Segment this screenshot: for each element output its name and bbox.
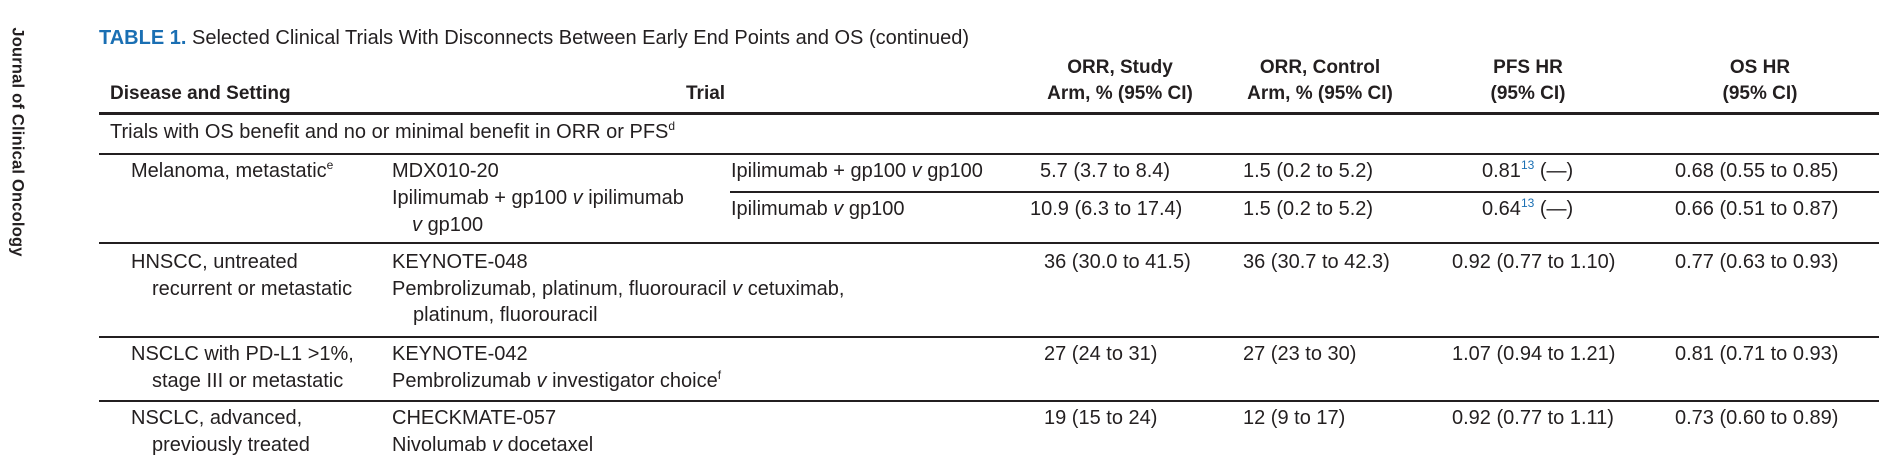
hnscc-arms-line1: Pembrolizumab, platinum, fluorouracil v … [392, 276, 844, 303]
hnscc-arms-v: v [732, 278, 743, 300]
melanoma-sub1-os: 0.68 (0.55 to 0.85) [1675, 160, 1839, 182]
hnscc-pfs: 0.92 (0.77 to 1.10) [1452, 251, 1616, 273]
nsclc-adv-disease-line1: NSCLC, advanced, [131, 407, 303, 429]
nsclc-pdl1-orr-control: 27 (23 to 30) [1243, 343, 1357, 365]
melanoma-sub1-comp-v: v [911, 160, 922, 182]
table-caption: TABLE 1. Selected Clinical Trials With D… [99, 27, 969, 50]
melanoma-disease-sup: e [326, 158, 334, 172]
melanoma-sub2-pfs: 0.6413 (—) [1482, 196, 1573, 225]
melanoma-sub2-pfs-value: 0.64 [1482, 198, 1521, 220]
melanoma-sub2-pfs-ref[interactable]: 13 [1520, 196, 1535, 210]
melanoma-sub1-orr-study: 5.7 (3.7 to 8.4) [1040, 160, 1171, 182]
header-os: OS HR (95% CI) [1690, 55, 1830, 107]
melanoma-sub2-orr-control: 1.5 (0.2 to 5.2) [1243, 198, 1374, 220]
melanoma-arms-c: gp100 [427, 214, 484, 236]
header-os-line2: (95% CI) [1722, 83, 1798, 104]
nsclc-pdl1-arms-sup: f [717, 368, 722, 382]
melanoma-arms-b: ipilimumab [588, 187, 684, 209]
melanoma-sub1-pfs-value: 0.81 [1482, 160, 1521, 182]
melanoma-disease-text: Melanoma, metastatic [131, 160, 327, 182]
journal-side-label: Journal of Clinical Oncology [2, 22, 32, 262]
journal-name: Journal of Clinical Oncology [8, 27, 27, 257]
row-rule-3 [99, 400, 1879, 402]
melanoma-disease: Melanoma, metastatice [131, 158, 333, 187]
nsclc-adv-arms-a: Nivolumab [392, 434, 487, 456]
nsclc-adv-orr-study: 19 (15 to 24) [1044, 407, 1158, 429]
header-orr-study: ORR, Study Arm, % (95% CI) [1030, 55, 1210, 107]
melanoma-sub2-comp-b: gp100 [848, 198, 905, 220]
nsclc-adv-os: 0.73 (0.60 to 0.89) [1675, 407, 1839, 429]
melanoma-subrow-rule [730, 191, 1879, 193]
nsclc-adv-pfs: 0.92 (0.77 to 1.11) [1452, 407, 1614, 429]
melanoma-sub1-comparison: Ipilimumab + gp100 v gp100 [731, 158, 983, 185]
section-heading-text: Trials with OS benefit and no or minimal… [110, 121, 669, 143]
nsclc-pdl1-arms: Pembrolizumab v investigator choicef [392, 368, 721, 397]
table-label: TABLE 1. [99, 27, 187, 49]
nsclc-adv-disease-line2: previously treated [152, 434, 310, 456]
melanoma-sub2-pfs-ci: (—) [1539, 198, 1574, 220]
header-rule [99, 112, 1879, 115]
nsclc-pdl1-pfs: 1.07 (0.94 to 1.21) [1452, 343, 1616, 365]
nsclc-pdl1-orr-study: 27 (24 to 31) [1044, 343, 1158, 365]
melanoma-sub1-comp-a: Ipilimumab + gp100 [731, 160, 907, 182]
melanoma-sub1-pfs: 0.8113 (—) [1482, 158, 1573, 187]
nsclc-pdl1-os: 0.81 (0.71 to 0.93) [1675, 343, 1839, 365]
melanoma-arms-a: Ipilimumab + gp100 [392, 187, 568, 209]
section-rule [99, 153, 1879, 155]
hnscc-disease-line2: recurrent or metastatic [152, 278, 353, 300]
caption-text: Selected Clinical Trials With Disconnect… [191, 27, 970, 49]
header-orr-study-line2: Arm, % (95% CI) [1047, 83, 1193, 104]
nsclc-adv-orr-control: 12 (9 to 17) [1243, 407, 1346, 429]
hnscc-arms-line2: platinum, fluorouracil [413, 304, 598, 326]
melanoma-sub1-pfs-ci: (—) [1539, 160, 1574, 182]
header-os-line1: OS HR [1729, 57, 1791, 78]
hnscc-orr-control: 36 (30.7 to 42.3) [1243, 251, 1390, 273]
header-orr-control: ORR, Control Arm, % (95% CI) [1230, 55, 1410, 107]
section-heading-sup: d [668, 119, 676, 133]
hnscc-arms-b: cetuximab, [747, 278, 845, 300]
header-orr-control-line2: Arm, % (95% CI) [1247, 83, 1393, 104]
melanoma-sub2-comp-v: v [833, 198, 844, 220]
melanoma-sub1-comp-b: gp100 [927, 160, 983, 182]
header-trial: Trial [686, 83, 726, 104]
melanoma-arms-line2: v gp100 [412, 212, 483, 239]
hnscc-trial-name: KEYNOTE-048 [392, 251, 528, 273]
header-pfs-line2: (95% CI) [1490, 83, 1566, 104]
row-rule-2 [99, 336, 1879, 338]
nsclc-pdl1-disease-line2: stage III or metastatic [152, 370, 344, 392]
melanoma-sub1-orr-control: 1.5 (0.2 to 5.2) [1243, 160, 1374, 182]
melanoma-sub2-comparison: Ipilimumab v gp100 [731, 196, 904, 223]
melanoma-sub1-pfs-ref[interactable]: 13 [1520, 158, 1535, 172]
melanoma-arms-line1: Ipilimumab + gp100 v ipilimumab [392, 185, 684, 212]
melanoma-sub2-os: 0.66 (0.51 to 0.87) [1675, 198, 1839, 220]
header-disease: Disease and Setting [110, 83, 291, 104]
hnscc-arms-a: Pembrolizumab, platinum, fluorouracil [392, 278, 727, 300]
melanoma-trial-name: MDX010-20 [392, 160, 499, 182]
section-heading: Trials with OS benefit and no or minimal… [110, 119, 675, 148]
header-orr-control-line1: ORR, Control [1259, 57, 1381, 78]
nsclc-pdl1-disease-line1: NSCLC with PD-L1 >1%, [131, 343, 354, 365]
melanoma-sub2-orr-study: 10.9 (6.3 to 17.4) [1030, 198, 1183, 220]
hnscc-os: 0.77 (0.63 to 0.93) [1675, 251, 1839, 273]
melanoma-sub2-comp-a: Ipilimumab [731, 198, 828, 220]
header-orr-study-line1: ORR, Study [1067, 57, 1173, 78]
hnscc-orr-study: 36 (30.0 to 41.5) [1044, 251, 1191, 273]
melanoma-arms-v: v [572, 187, 583, 209]
nsclc-pdl1-arms-b: investigator choice [552, 370, 718, 392]
hnscc-disease-line1: HNSCC, untreated [131, 251, 298, 273]
nsclc-pdl1-arms-a: Pembrolizumab [392, 370, 531, 392]
nsclc-adv-arms: Nivolumab v docetaxel [392, 432, 593, 459]
nsclc-pdl1-arms-v: v [536, 370, 547, 392]
header-pfs: PFS HR (95% CI) [1458, 55, 1598, 107]
nsclc-adv-arms-b: docetaxel [507, 434, 594, 456]
melanoma-arms-v2: v [412, 214, 422, 236]
row-rule-1 [99, 242, 1879, 244]
nsclc-pdl1-trial-name: KEYNOTE-042 [392, 343, 528, 365]
header-pfs-line1: PFS HR [1493, 57, 1563, 78]
nsclc-adv-trial-name: CHECKMATE-057 [392, 407, 557, 429]
nsclc-adv-arms-v: v [492, 434, 503, 456]
